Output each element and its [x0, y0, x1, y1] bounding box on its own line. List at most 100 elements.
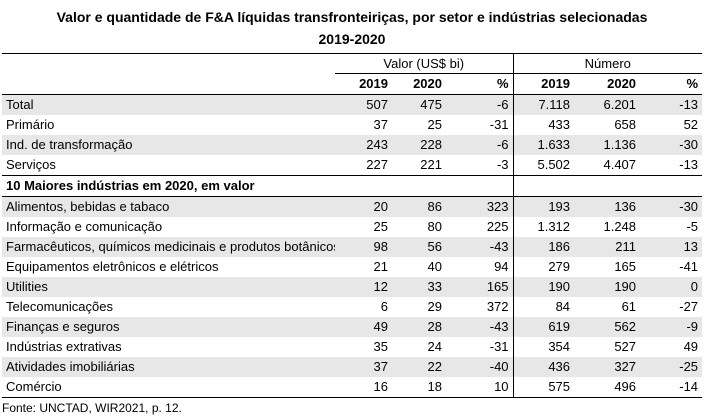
- cell-value: -40: [446, 357, 514, 377]
- cell-value: 190: [512, 277, 575, 297]
- row-label: Indústrias extrativas: [6, 339, 122, 354]
- table-row: Comércio 16 18 10 575 496 -14: [2, 377, 703, 398]
- section-header-row: 10 Maiores indústrias em 2020, em valor: [2, 175, 703, 197]
- cell-value: -25: [640, 357, 703, 377]
- cell-value: -6: [446, 94, 514, 115]
- cell-value: 22: [392, 357, 446, 377]
- cell-value: -41: [679, 259, 699, 274]
- cell-value: -9: [640, 317, 703, 337]
- cell-value: -27: [679, 299, 699, 314]
- cell-value: -5: [686, 219, 699, 234]
- cell-value: -43: [446, 317, 514, 337]
- cell-value: 1.312: [512, 217, 575, 237]
- cell-value: 25: [373, 219, 388, 234]
- cell-value: 193: [512, 196, 575, 217]
- cell-value: 20: [335, 196, 392, 217]
- cell-value: 527: [614, 339, 637, 354]
- cell-value: -14: [640, 377, 703, 398]
- cell-value: -30: [640, 135, 703, 155]
- cell-value: 227: [366, 157, 388, 172]
- header-columns-row: 2019 2020 % 2019 2020 %: [2, 73, 703, 95]
- cell-value: 433: [512, 115, 575, 135]
- cell-value: 279: [512, 257, 575, 277]
- row-label: Telecomunicações: [6, 299, 113, 314]
- cell-value: 327: [574, 357, 641, 377]
- cell-value: 18: [392, 377, 446, 398]
- cell-value: 619: [512, 317, 575, 337]
- cell-value: 243: [335, 135, 392, 155]
- col-header: 2020: [574, 73, 641, 95]
- cell-value: 1.633: [512, 135, 575, 155]
- header-group-row: Valor (US$ bi) Número: [2, 53, 703, 74]
- table-title: Valor e quantidade de F&A líquidas trans…: [56, 9, 648, 25]
- cell-value: 56: [392, 237, 446, 257]
- row-label: Utilities: [2, 277, 335, 297]
- cell-value: 37: [335, 357, 392, 377]
- table-row: Total 507 475 -6 7.118 6.201 -13: [2, 94, 703, 115]
- cell-value: 165: [446, 277, 514, 297]
- col-header: %: [446, 73, 514, 95]
- row-label: Comércio: [2, 377, 335, 398]
- cell-value: 6.201: [574, 94, 641, 115]
- table-row: Atividades imobiliárias 37 22 -40 436 327 -25: [2, 357, 703, 377]
- cell-value: 436: [512, 357, 575, 377]
- table-row: Serviços 227 221 -3 5.502 4.407 -13: [2, 155, 702, 176]
- cell-value: 354: [512, 337, 575, 357]
- row-label: Ind. de transformação: [2, 135, 335, 155]
- table-period: 2019-2020: [318, 31, 386, 47]
- cell-value: 0: [640, 277, 703, 297]
- cell-value: 507: [335, 94, 392, 115]
- table-row: Alimentos, bebidas e tabaco 20 86 323 193 136…: [2, 196, 703, 217]
- cell-value: 1.136: [574, 135, 641, 155]
- cell-value: 211: [574, 237, 641, 257]
- cell-value: 49: [335, 317, 392, 337]
- table-row: Indústrias extrativas 35 24 -31 354 527 49: [2, 337, 702, 357]
- cell-value: -3: [496, 157, 509, 172]
- cell-value: 372: [486, 299, 509, 314]
- cell-value: -6: [446, 135, 514, 155]
- row-label: Farmacêuticos, químicos medicinais e pro…: [2, 237, 335, 257]
- cell-value: 7.118: [512, 94, 575, 115]
- cell-value: 13: [640, 237, 703, 257]
- cell-value: 28: [392, 317, 446, 337]
- cell-value: 496: [574, 377, 641, 398]
- cell-value: 5.502: [512, 155, 575, 176]
- cell-value: -31: [489, 117, 509, 132]
- cell-value: 40: [427, 259, 442, 274]
- header-value-group: Valor (US$ bi): [335, 53, 514, 74]
- row-label: Atividades imobiliárias: [2, 357, 335, 377]
- col-header: 2020: [392, 73, 446, 95]
- row-label: Serviços: [6, 157, 56, 172]
- cell-value: -13: [640, 94, 703, 115]
- cell-value: 80: [427, 219, 442, 234]
- table-row: Utilities 12 33 165 190 190 0: [2, 277, 703, 297]
- col-header: 2019: [335, 73, 392, 95]
- cell-value: 25: [427, 117, 442, 132]
- cell-value: 4.407: [603, 157, 637, 172]
- cell-value: 190: [574, 277, 641, 297]
- section-label: 10 Maiores indústrias em 2020, em valor: [2, 175, 514, 197]
- cell-value: 21: [373, 259, 388, 274]
- row-label: Informação e comunicação: [6, 219, 163, 234]
- source-note: Fonte: UNCTAD, WIR2021, p. 12.: [2, 401, 182, 415]
- cell-value: 52: [683, 117, 699, 132]
- cell-value: 6: [380, 299, 388, 314]
- cell-value: -13: [679, 157, 699, 172]
- table-row: Primário 37 25 -31 433 658 52: [2, 115, 702, 135]
- cell-value: 225: [486, 219, 509, 234]
- cell-value: 24: [427, 339, 442, 354]
- row-label: Finanças e seguros: [2, 317, 335, 337]
- col-header: 2019: [512, 73, 575, 95]
- cell-value: 94: [494, 259, 509, 274]
- row-label: Equipamentos eletrônicos e elétricos: [6, 259, 219, 274]
- cell-value: 35: [373, 339, 388, 354]
- table-row: Informação e comunicação 25 80 225 1.312 1.24…: [2, 217, 702, 237]
- cell-value: 16: [335, 377, 392, 398]
- data-table: Valor (US$ bi) Número 2019 2020 % 2019 2…: [2, 53, 703, 398]
- cell-value: 1.248: [603, 219, 637, 234]
- cell-value: 10: [446, 377, 514, 398]
- table-row: Ind. de transformação 243 228 -6 1.633 1.136-…: [2, 135, 703, 155]
- cell-value: 562: [574, 317, 641, 337]
- cell-value: 84: [512, 297, 575, 317]
